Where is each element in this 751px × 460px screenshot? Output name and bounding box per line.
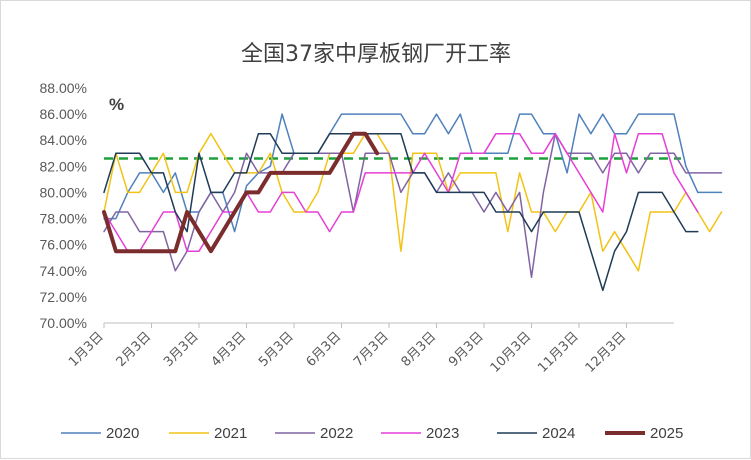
- x-tick-label: 10月3日: [488, 329, 535, 376]
- y-tick-label: 78.00%: [40, 211, 87, 227]
- series-line-2023: [103, 132, 699, 252]
- x-tick-label: 1月3日: [66, 329, 107, 370]
- series-line-2021: [103, 132, 723, 272]
- y-tick-label: 72.00%: [40, 289, 87, 305]
- x-tick-label: 11月3日: [535, 329, 582, 376]
- legend-label-2023: 2023: [426, 425, 459, 442]
- legend-label-2020: 2020: [106, 425, 139, 442]
- series-line-2025: [102, 131, 380, 254]
- legend-label-2025: 2025: [650, 425, 683, 442]
- x-tick-label: 5月3日: [256, 329, 297, 370]
- chart-title: 全国37家中厚板钢厂开工率: [241, 42, 511, 67]
- legend-label-2021: 2021: [214, 425, 247, 442]
- y-tick-label: 82.00%: [40, 158, 87, 174]
- x-tick-label: 4月3日: [209, 329, 250, 370]
- y-tick-label: 86.00%: [40, 106, 87, 122]
- x-tick-label: 2月3日: [114, 329, 155, 370]
- y-tick-label: 76.00%: [40, 237, 87, 253]
- legend-label-2024: 2024: [542, 425, 575, 442]
- x-tick-label: 12月3日: [583, 329, 630, 376]
- x-tick-label: 3月3日: [161, 329, 202, 370]
- x-tick-label: 6月3日: [304, 329, 345, 370]
- x-tick-label: 9月3日: [446, 329, 487, 370]
- series-line-2024: [103, 132, 699, 292]
- x-tick-label: 8月3日: [399, 329, 440, 370]
- y-tick-label: 88.00%: [40, 80, 87, 96]
- y-tick-label: 80.00%: [40, 184, 87, 200]
- x-tick-label: 7月3日: [351, 329, 392, 370]
- y-tick-label: 70.00%: [40, 315, 87, 331]
- y-tick-label: 84.00%: [40, 132, 87, 148]
- legend-label-2022: 2022: [320, 425, 353, 442]
- y-tick-label: 74.00%: [40, 263, 87, 279]
- unit-label: %: [109, 95, 124, 114]
